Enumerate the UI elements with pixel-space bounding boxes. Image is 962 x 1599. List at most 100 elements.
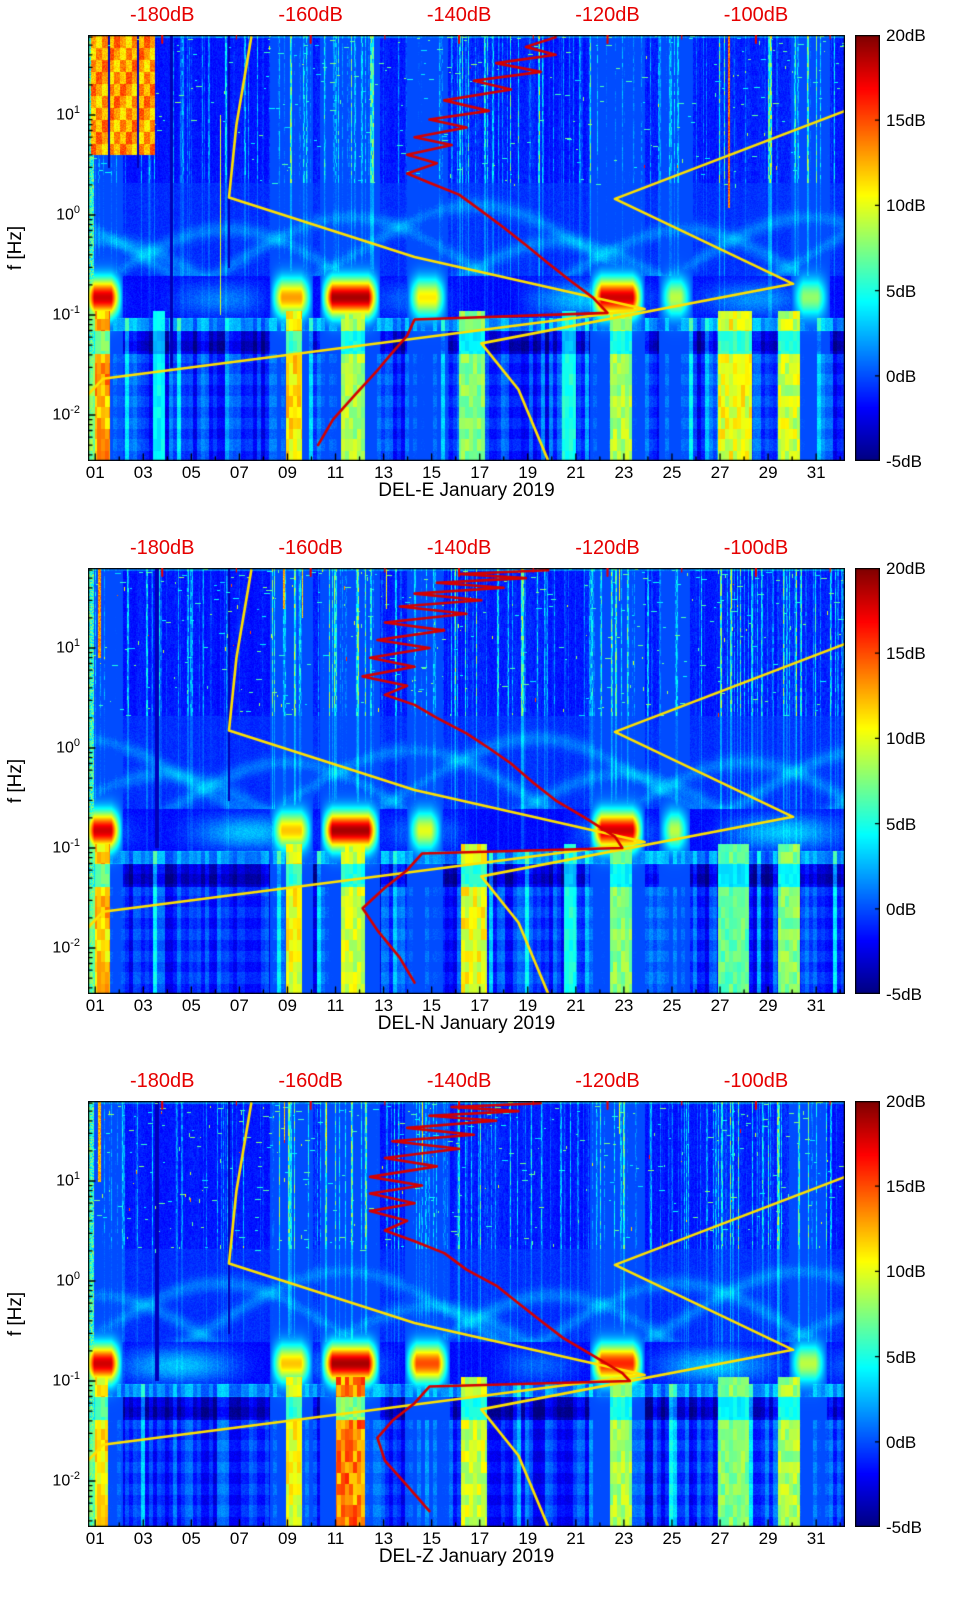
panel-del-z: -180dB -160dB -140dB -120dB -100dB f [Hz] 10… <box>0 1066 962 1599</box>
colorbar-tick-label: 20dB <box>886 26 926 45</box>
colorbar-del-n <box>855 568 880 994</box>
x-tick-label: 27 <box>710 1529 730 1548</box>
colorbar-tick-label: 10dB <box>886 1262 926 1282</box>
top-axis-tick-label: -140dB <box>426 4 492 26</box>
y-tick-labels: 101 100 10-1 10-2 <box>0 35 84 461</box>
colorbar-tick-label: 0dB <box>886 899 917 919</box>
x-tick-label: 03 <box>133 996 153 1015</box>
spectrogram-canvas-del-e <box>88 35 845 461</box>
top-axis-tick-label: -180dB <box>129 1070 195 1092</box>
top-axis-tick-label: -100dB <box>723 4 789 26</box>
x-tick-label: 27 <box>710 996 730 1015</box>
x-tick-label: 31 <box>806 996 826 1015</box>
x-tick-label: 21 <box>566 1529 586 1548</box>
x-tick-label: 31 <box>806 463 826 482</box>
top-axis-db-labels: -180dB -160dB -140dB -120dB -100dB <box>88 537 845 565</box>
x-tick-labels: 01 03 05 07 09 11 13 15 17 19 21 23 25 27 29 31 <box>86 463 845 483</box>
x-tick-label: 09 <box>277 1529 297 1548</box>
colorbar-tick-label: 5dB <box>886 1347 917 1367</box>
x-tick-label: 15 <box>422 996 442 1015</box>
x-tick-label: 23 <box>614 1529 634 1548</box>
x-tick-label: 23 <box>614 463 634 482</box>
top-axis-tick-label: -180dB <box>129 537 195 559</box>
colorbar-del-e <box>855 35 880 461</box>
x-tick-labels: 01 03 05 07 09 11 13 15 17 19 21 23 25 27 29 31 <box>85 1529 845 1549</box>
x-axis-title: DEL-N January 2019 <box>377 1013 556 1034</box>
spectrogram-canvas-del-z <box>88 1101 845 1527</box>
colorbar-tick-label: 15dB <box>886 111 926 131</box>
top-axis-tick-label: -120dB <box>575 537 640 559</box>
y-tick-label: 10-2 <box>52 937 80 957</box>
y-tick-label: 10-1 <box>52 837 80 857</box>
colorbar-tick-label: 20dB <box>886 559 926 578</box>
colorbar-tick-label: -5dB <box>886 1518 922 1537</box>
top-axis-tick-label: -180dB <box>129 4 195 26</box>
x-axis-title: DEL-E January 2019 <box>378 480 555 501</box>
x-tick-label: 07 <box>229 1529 249 1548</box>
colorbar-tick-labels: 20dB 15dB 10dB 5dB 0dB -5dB <box>886 26 956 471</box>
x-tick-label: 13 <box>374 463 394 482</box>
y-tick-labels: 101 100 10-1 10-2 <box>0 568 84 994</box>
x-tick-label: 11 <box>326 463 345 482</box>
x-tick-label: 31 <box>806 1529 826 1548</box>
spectrogram-canvas-del-n <box>88 568 845 994</box>
y-tick-label: 101 <box>56 1170 80 1190</box>
top-axis-tick-label: -140dB <box>426 1070 492 1092</box>
colorbar-tick-label: 10dB <box>886 196 926 216</box>
top-axis-tick-label: -160dB <box>278 537 343 559</box>
colorbar-tick-label: 5dB <box>886 814 917 834</box>
y-tick-label: 10-1 <box>52 1370 80 1390</box>
x-tick-label: 17 <box>470 996 490 1015</box>
top-axis-db-labels: -180dB -160dB -140dB -120dB -100dB <box>88 1070 845 1098</box>
x-tick-label: 07 <box>229 996 249 1015</box>
top-axis-tick-label: -120dB <box>575 1070 640 1092</box>
x-tick-label: 21 <box>566 996 586 1015</box>
x-tick-label: 25 <box>662 996 682 1015</box>
x-tick-label: 25 <box>662 463 682 482</box>
x-tick-label: 01 <box>85 1529 105 1548</box>
top-axis-tick-label: -100dB <box>723 537 789 559</box>
x-tick-label: 15 <box>422 463 442 482</box>
x-axis-title: DEL-Z January 2019 <box>378 1546 555 1567</box>
x-tick-label: 19 <box>518 996 538 1015</box>
x-tick-label: 29 <box>758 463 778 482</box>
x-tick-label: 09 <box>277 996 297 1015</box>
x-tick-label: 05 <box>181 996 201 1015</box>
x-tick-label: 23 <box>614 996 634 1015</box>
panel-del-n: -180dB -160dB -140dB -120dB -100dB f [Hz] 10… <box>0 533 962 1066</box>
colorbar-tick-label: -5dB <box>886 452 922 471</box>
y-tick-label: 100 <box>56 737 80 757</box>
x-tick-label: 09 <box>277 463 297 482</box>
x-tick-label: 07 <box>229 463 249 482</box>
x-tick-label: 21 <box>566 463 586 482</box>
top-axis-tick-label: -100dB <box>723 1070 789 1092</box>
colorbar-tick-label: 15dB <box>886 644 926 664</box>
x-tick-label: 05 <box>181 1529 201 1548</box>
x-tick-label: 27 <box>710 463 730 482</box>
x-tick-label: 29 <box>758 1529 778 1548</box>
x-tick-label: 11 <box>326 996 345 1015</box>
colorbar-tick-label: -5dB <box>886 985 922 1004</box>
y-tick-label: 100 <box>56 1270 80 1290</box>
y-tick-label: 10-2 <box>52 1470 80 1490</box>
x-tick-label: 03 <box>133 463 153 482</box>
colorbar-tick-label: 5dB <box>886 281 917 301</box>
x-tick-label: 13 <box>374 996 394 1015</box>
top-axis-tick-label: -160dB <box>278 4 343 26</box>
x-tick-label: 17 <box>470 463 490 482</box>
top-axis-tick-label: -120dB <box>575 4 640 26</box>
top-axis-tick-label: -140dB <box>426 537 492 559</box>
colorbar-tick-label: 10dB <box>886 729 926 749</box>
x-tick-labels: 01 03 05 07 09 11 13 15 17 19 21 23 25 27 29 31 <box>86 996 845 1016</box>
x-tick-label: 25 <box>662 1529 682 1548</box>
y-tick-labels: 101 100 10-1 10-2 <box>0 1101 84 1527</box>
x-tick-label: 05 <box>181 463 201 482</box>
colorbar-tick-label: 0dB <box>886 366 917 386</box>
y-tick-label: 10-2 <box>52 404 80 424</box>
x-tick-label: 15 <box>422 1529 442 1548</box>
colorbar-tick-label: 15dB <box>886 1177 926 1197</box>
x-tick-label: 03 <box>133 1529 153 1548</box>
colorbar-tick-labels: 20dB 15dB 10dB 5dB 0dB -5dB <box>886 1092 956 1537</box>
colorbar-tick-labels: 20dB 15dB 10dB 5dB 0dB -5dB <box>886 559 956 1004</box>
